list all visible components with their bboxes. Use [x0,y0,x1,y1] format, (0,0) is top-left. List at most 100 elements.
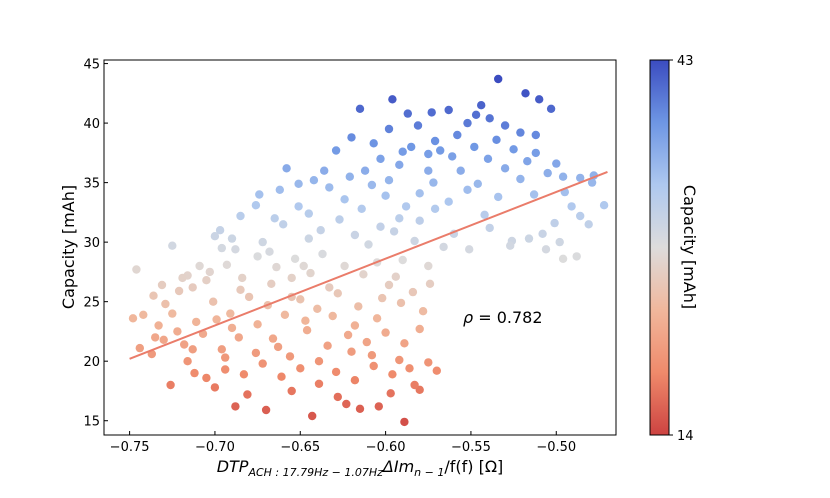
data-point [139,310,148,319]
data-point [389,227,399,236]
data-point [313,304,322,313]
data-point [471,110,481,120]
data-point [558,172,568,181]
data-point [340,195,349,204]
data-point [135,343,144,353]
data-point [255,190,264,199]
data-point [367,180,377,190]
data-point [395,160,404,169]
data-point [314,357,324,366]
data-point [538,229,547,238]
data-point [270,214,279,223]
data-point [492,135,501,144]
y-tick-label: 20 [83,355,100,370]
data-point [386,389,395,398]
data-point [374,402,383,411]
data-point [430,204,440,213]
data-point [294,202,303,211]
y-tick-label: 45 [83,58,100,73]
data-point [350,321,360,330]
data-point [395,355,404,365]
data-point [210,232,220,241]
data-point [318,249,327,259]
data-point [226,309,235,318]
data-point [360,166,370,175]
data-point [268,334,278,343]
data-point [212,315,221,324]
data-point [424,166,433,175]
data-point [304,209,313,218]
data-point [415,216,424,225]
data-point [500,164,510,173]
data-point [485,223,494,233]
data-point [272,262,281,272]
data-point [398,255,407,265]
data-point [543,168,552,178]
data-point [320,166,329,175]
data-point [424,261,433,271]
y-axis-label: Capacity [mAh] [59,185,78,309]
data-point [188,283,197,292]
data-point [376,154,385,163]
data-point [174,286,184,296]
data-point [287,273,296,283]
data-point [359,270,368,279]
data-point [516,128,525,137]
data-point [296,364,305,373]
data-point [448,152,457,161]
data-point [253,252,262,261]
data-point [494,192,503,202]
data-point [384,280,394,290]
data-point [506,241,515,250]
data-point [347,347,356,356]
data-point [384,124,394,134]
data-point [384,176,394,185]
data-point [210,383,220,392]
data-point [244,292,254,302]
data-point [325,183,334,192]
data-point [306,268,315,278]
data-point [485,114,494,123]
data-point [418,307,428,316]
data-point [401,202,411,211]
data-point [302,326,312,335]
data-point [576,173,585,183]
data-point [132,265,141,274]
data-point [546,104,556,114]
x-tick-label: −0.60 [366,440,406,455]
data-point [178,273,187,283]
data-point [314,379,324,388]
data-point [294,179,303,188]
data-point [231,245,240,254]
data-point [236,211,245,221]
data-point [154,321,163,330]
data-point [587,178,597,187]
data-point [427,108,436,117]
x-tick-label: −0.65 [280,440,320,455]
data-point [521,89,530,98]
data-point [572,252,581,261]
data-point [355,404,365,413]
data-point [273,342,283,352]
data-point [340,261,349,271]
data-point [388,370,397,379]
y-tick-label: 40 [83,117,100,132]
data-point [267,279,276,288]
data-point [221,365,230,374]
data-point [405,364,414,373]
data-point [325,283,334,292]
data-point [195,261,204,271]
data-point [183,357,192,366]
data-point [299,261,308,271]
correlation-annotation: ρ = 0.782 [463,308,543,327]
data-point [159,335,168,344]
data-point [388,95,397,104]
data-point [599,201,609,210]
data-point [277,372,286,381]
data-point [463,185,472,194]
data-point [323,341,332,350]
data-point [333,289,342,298]
data-point [381,328,390,337]
data-point [285,352,295,361]
data-point [444,105,453,115]
